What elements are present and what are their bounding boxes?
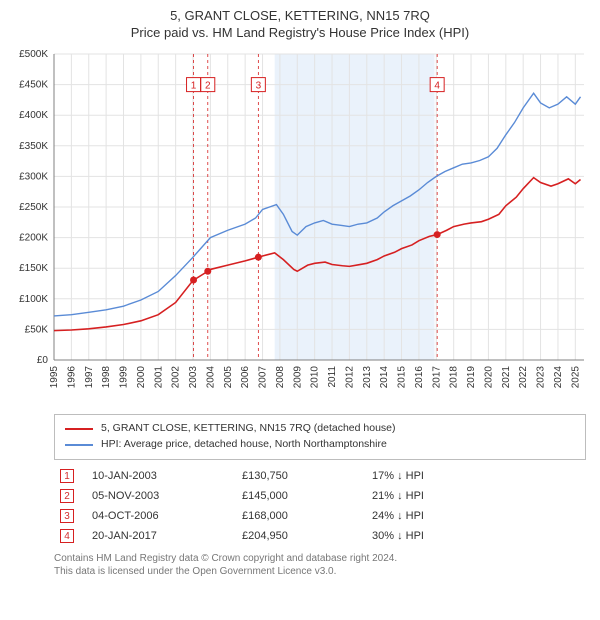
svg-text:£400K: £400K — [19, 110, 48, 121]
event-row: 4 20-JAN-2017£204,95030% ↓ HPI — [54, 526, 586, 546]
svg-text:2020: 2020 — [483, 366, 494, 389]
event-delta: 24% ↓ HPI — [366, 506, 586, 526]
svg-text:£300K: £300K — [19, 171, 48, 182]
svg-text:2011: 2011 — [327, 366, 338, 388]
event-delta: 30% ↓ HPI — [366, 526, 586, 546]
svg-text:2009: 2009 — [292, 366, 303, 389]
svg-text:2000: 2000 — [136, 366, 147, 389]
event-price: £168,000 — [236, 506, 366, 526]
chart-page: 5, GRANT CLOSE, KETTERING, NN15 7RQ Pric… — [0, 0, 600, 620]
legend-item: HPI: Average price, detached house, Nort… — [65, 437, 575, 453]
event-row: 1 10-JAN-2003£130,75017% ↓ HPI — [54, 466, 586, 486]
svg-text:2024: 2024 — [553, 366, 564, 389]
svg-text:2006: 2006 — [240, 366, 251, 389]
legend-swatch — [65, 444, 93, 446]
event-date: 05-NOV-2003 — [86, 486, 236, 506]
svg-text:£100K: £100K — [19, 294, 48, 305]
svg-text:2013: 2013 — [362, 366, 373, 389]
svg-text:2021: 2021 — [501, 366, 512, 389]
svg-text:3: 3 — [256, 81, 262, 92]
svg-text:£200K: £200K — [19, 233, 48, 244]
event-marker: 4 — [60, 529, 74, 543]
svg-text:1998: 1998 — [101, 366, 112, 389]
svg-text:2018: 2018 — [449, 366, 460, 389]
svg-text:1: 1 — [191, 81, 197, 92]
svg-text:1999: 1999 — [119, 366, 130, 389]
svg-text:2023: 2023 — [536, 366, 547, 389]
svg-text:2015: 2015 — [397, 366, 408, 389]
event-marker: 2 — [60, 489, 74, 503]
event-marker: 1 — [60, 469, 74, 483]
svg-text:2: 2 — [205, 81, 211, 92]
svg-text:2003: 2003 — [188, 366, 199, 389]
page-title: 5, GRANT CLOSE, KETTERING, NN15 7RQ — [10, 8, 590, 23]
page-subtitle: Price paid vs. HM Land Registry's House … — [10, 25, 590, 40]
legend-swatch — [65, 428, 93, 430]
event-row: 2 05-NOV-2003£145,00021% ↓ HPI — [54, 486, 586, 506]
svg-text:1995: 1995 — [49, 366, 60, 389]
svg-text:2019: 2019 — [466, 366, 477, 389]
svg-text:£150K: £150K — [19, 263, 48, 274]
svg-text:£450K: £450K — [19, 80, 48, 91]
footer-line: This data is licensed under the Open Gov… — [54, 565, 586, 579]
svg-text:2025: 2025 — [570, 366, 581, 389]
event-delta: 21% ↓ HPI — [366, 486, 586, 506]
legend: 5, GRANT CLOSE, KETTERING, NN15 7RQ (det… — [54, 414, 586, 460]
legend-label: 5, GRANT CLOSE, KETTERING, NN15 7RQ (det… — [101, 421, 396, 437]
svg-text:1997: 1997 — [84, 366, 95, 389]
svg-text:2005: 2005 — [223, 366, 234, 389]
event-date: 20-JAN-2017 — [86, 526, 236, 546]
event-price: £204,950 — [236, 526, 366, 546]
svg-text:4: 4 — [434, 81, 440, 92]
svg-text:2008: 2008 — [275, 366, 286, 389]
svg-text:2007: 2007 — [258, 366, 269, 389]
svg-text:2010: 2010 — [310, 366, 321, 389]
svg-text:£50K: £50K — [25, 324, 49, 335]
event-date: 10-JAN-2003 — [86, 466, 236, 486]
svg-text:2001: 2001 — [153, 366, 164, 389]
event-price: £145,000 — [236, 486, 366, 506]
svg-text:2017: 2017 — [431, 366, 442, 389]
svg-text:£0: £0 — [37, 355, 49, 366]
legend-item: 5, GRANT CLOSE, KETTERING, NN15 7RQ (det… — [65, 421, 575, 437]
event-delta: 17% ↓ HPI — [366, 466, 586, 486]
price-chart: £0 £50K £100K £150K £200K £250K £300K £350K £400… — [10, 48, 590, 408]
event-marker: 3 — [60, 509, 74, 523]
svg-text:2012: 2012 — [344, 366, 355, 389]
svg-text:£350K: £350K — [19, 141, 48, 152]
svg-text:2004: 2004 — [205, 366, 216, 389]
svg-text:2014: 2014 — [379, 366, 390, 389]
footer-line: Contains HM Land Registry data © Crown c… — [54, 552, 586, 566]
legend-label: HPI: Average price, detached house, Nort… — [101, 437, 387, 453]
svg-text:2002: 2002 — [171, 366, 182, 389]
svg-text:£500K: £500K — [19, 49, 48, 60]
event-table: 1 10-JAN-2003£130,75017% ↓ HPI 2 05-NOV-200… — [54, 466, 586, 546]
svg-text:2022: 2022 — [518, 366, 529, 389]
attribution: Contains HM Land Registry data © Crown c… — [54, 552, 586, 579]
svg-text:£250K: £250K — [19, 202, 48, 213]
event-date: 04-OCT-2006 — [86, 506, 236, 526]
event-row: 3 04-OCT-2006£168,00024% ↓ HPI — [54, 506, 586, 526]
event-price: £130,750 — [236, 466, 366, 486]
svg-text:1996: 1996 — [66, 366, 77, 389]
svg-text:2016: 2016 — [414, 366, 425, 389]
titles-block: 5, GRANT CLOSE, KETTERING, NN15 7RQ Pric… — [10, 8, 590, 40]
